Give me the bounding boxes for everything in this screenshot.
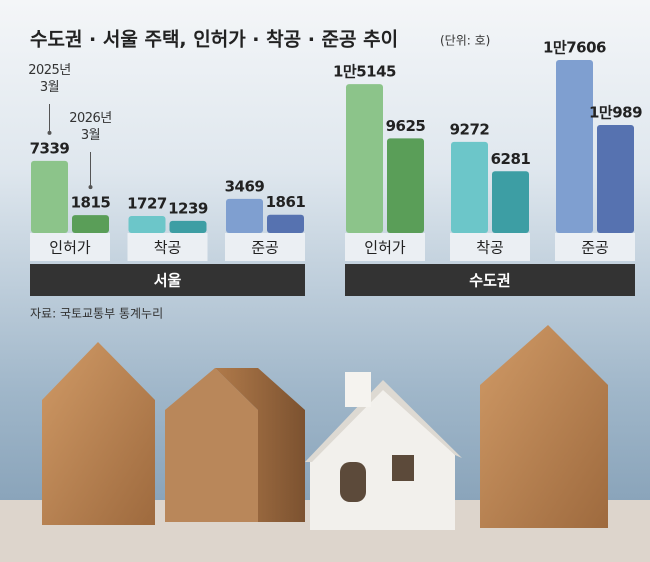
category-box <box>555 233 635 261</box>
category-label: 착공 <box>476 239 504 257</box>
value-label: 1만5145 <box>333 63 396 81</box>
leader-dot <box>47 130 52 135</box>
value-label: 9625 <box>386 117 426 135</box>
houses <box>42 325 608 530</box>
group-band <box>345 264 635 296</box>
category-box <box>30 233 110 261</box>
category-label: 인허가 <box>364 239 406 257</box>
group-label: 서울 <box>154 272 182 290</box>
bar <box>387 138 424 233</box>
category-label: 준공 <box>581 239 609 257</box>
series-name: 2025년 3월 <box>28 63 71 95</box>
title: 수도권 · 서울 주택, 인허가 · 착공 · 준공 추이 <box>30 29 398 51</box>
value-label: 9272 <box>450 120 490 138</box>
value-label: 1만989 <box>589 104 642 122</box>
bar <box>492 171 529 233</box>
bar <box>169 220 207 233</box>
bar <box>226 198 263 233</box>
bar <box>267 214 304 233</box>
category-label: 준공 <box>251 239 279 257</box>
bar <box>556 60 593 233</box>
value-label: 1만7606 <box>543 39 606 57</box>
category-box <box>450 233 530 261</box>
value-label: 6281 <box>491 150 531 168</box>
bar <box>128 216 166 233</box>
value-label: 1815 <box>71 194 111 212</box>
bar <box>31 160 68 233</box>
value-label: 1727 <box>127 195 167 213</box>
value-label: 7339 <box>30 139 70 157</box>
bar <box>451 141 488 233</box>
source: 자료: 국토교통부 통계누리 <box>30 307 163 321</box>
group-band <box>30 264 305 296</box>
value-label: 3469 <box>225 177 265 195</box>
bar <box>72 215 109 233</box>
category-box <box>345 233 425 261</box>
group-label: 수도권 <box>469 272 510 290</box>
leader-dot <box>88 185 93 190</box>
category-label: 인허가 <box>49 239 91 257</box>
category-box <box>127 233 208 261</box>
value-label: 1861 <box>266 193 306 211</box>
value-label: 1239 <box>168 199 208 217</box>
bar <box>597 125 634 233</box>
category-box <box>225 233 305 261</box>
series-name: 2026년 3월 <box>69 111 112 143</box>
category-label: 착공 <box>154 239 182 257</box>
unit: (단위: 호) <box>440 34 490 48</box>
bar <box>346 84 383 233</box>
